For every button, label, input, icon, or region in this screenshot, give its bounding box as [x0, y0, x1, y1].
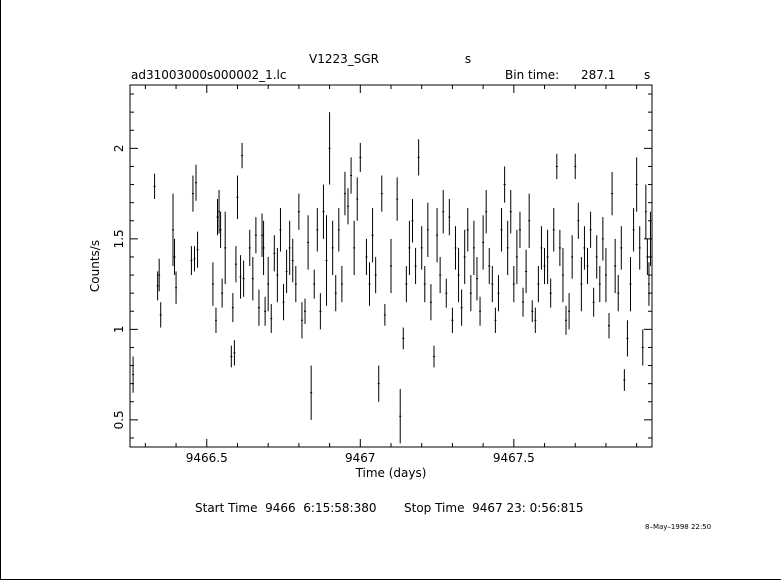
x-axis-ticks: 9466.5 9467 9467.5	[144, 85, 638, 465]
y-tick-label: 1	[112, 326, 126, 334]
y-tick-label: 1.5	[112, 229, 126, 248]
data-points	[132, 112, 652, 444]
x-tick-label: 9466.5	[186, 451, 228, 465]
x-tick-label: 9467	[345, 451, 376, 465]
y-axis-label: Counts/s	[88, 240, 102, 292]
bin-time-value: 287.1	[581, 68, 615, 82]
y-tick-label: 2	[112, 145, 126, 153]
file-name-label: ad31003000s000002_1.lc	[131, 68, 287, 82]
date-stamp: 8–May–1998 22:50	[645, 523, 711, 531]
y-axis-ticks: 0.5 1 1.5 2	[112, 93, 652, 439]
bin-time-label: Bin time:	[505, 68, 559, 82]
chart-title: V1223_SGR	[309, 52, 379, 66]
x-axis-label: Time (days)	[355, 466, 427, 480]
bin-time-unit: s	[644, 68, 650, 82]
title-suffix: s	[465, 52, 471, 66]
x-tick-label: 9467.5	[493, 451, 535, 465]
stop-time-label: Stop Time 9467 23: 0:56:815	[404, 501, 583, 515]
y-tick-label: 0.5	[112, 410, 126, 429]
start-time-label: Start Time 9466 6:15:58:380	[195, 501, 377, 515]
